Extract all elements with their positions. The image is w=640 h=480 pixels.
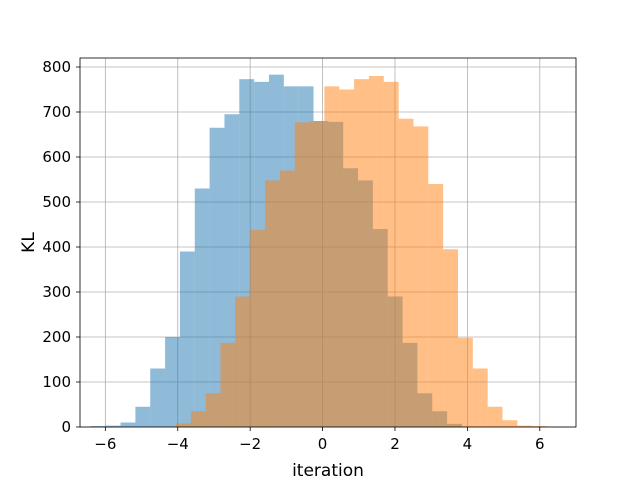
histogram-bar-series-1	[90, 426, 106, 427]
histogram-bar-series-2	[517, 425, 533, 427]
histogram-bar-series-2	[368, 76, 384, 427]
histogram-bar-series-2	[279, 170, 295, 427]
histogram-bar-series-1	[150, 368, 166, 427]
y-tick-label: 0	[61, 418, 71, 436]
y-tick-label: 800	[42, 58, 71, 76]
histogram-bar-series-2	[413, 126, 429, 428]
histogram-bar-series-2	[175, 423, 191, 427]
y-tick-label: 700	[42, 103, 71, 121]
y-tick-label: 500	[42, 193, 71, 211]
histogram-bar-series-2	[205, 393, 221, 427]
x-tick-label: 0	[318, 435, 328, 453]
histogram-bar-series-1	[105, 425, 121, 427]
x-tick-label: −4	[167, 435, 189, 453]
y-tick-label: 300	[42, 283, 71, 301]
histogram-bar-series-1	[120, 422, 136, 427]
y-axis-label: KL	[19, 232, 39, 253]
histogram-bar-series-2	[487, 406, 503, 427]
histogram-bar-series-1	[179, 251, 195, 427]
histogram-bar-series-2	[443, 249, 458, 427]
histogram-bars	[90, 74, 548, 428]
histogram-bar-series-2	[190, 411, 206, 427]
histogram-bar-series-2	[265, 180, 280, 427]
histogram-bar-series-2	[339, 89, 355, 427]
histogram-bar-series-1	[194, 188, 210, 427]
x-tick-label: 6	[535, 435, 545, 453]
y-tick-label: 400	[42, 238, 71, 256]
histogram-bar-series-2	[383, 81, 399, 427]
y-tick-label: 600	[42, 148, 71, 166]
plot-frame	[79, 57, 577, 428]
histogram-bar-series-2	[398, 118, 414, 427]
histogram-bar-series-2	[220, 342, 236, 427]
histogram-bar-series-2	[457, 337, 473, 427]
histogram-bar-series-2	[472, 368, 488, 427]
y-tick-label: 100	[42, 373, 71, 391]
histogram-bar-series-2	[294, 122, 310, 427]
histogram-bar-series-2	[354, 79, 369, 428]
histogram-bar-series-2	[324, 86, 340, 427]
histogram-bar-series-2	[309, 121, 325, 427]
histogram-bar-series-2	[250, 229, 266, 427]
histogram-bar-series-1	[165, 337, 180, 427]
x-axis-label: iteration	[292, 461, 364, 480]
y-tick-label: 200	[42, 328, 71, 346]
histogram-bar-series-2	[235, 296, 251, 427]
x-tick-label: 4	[463, 435, 473, 453]
x-tick-label: −6	[94, 435, 116, 453]
histogram-bar-series-2	[428, 184, 444, 427]
x-tick-label: −2	[239, 435, 261, 453]
axis-ticks: −6 −4 −2 0 2 4 6 0 100 200 300 400 500 600 700 800	[42, 58, 544, 453]
histogram-bar-series-2	[532, 426, 548, 427]
histogram-bar-series-1	[135, 406, 151, 427]
x-tick-label: 2	[390, 435, 400, 453]
histogram-bar-series-2	[502, 420, 518, 427]
